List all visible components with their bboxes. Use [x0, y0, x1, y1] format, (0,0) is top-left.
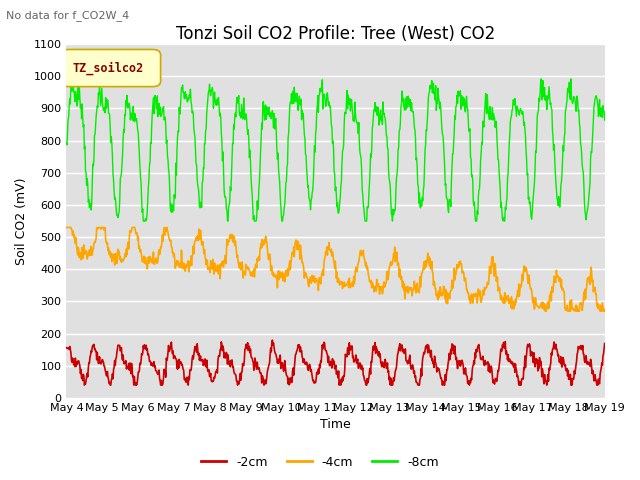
Legend: -2cm, -4cm, -8cm: -2cm, -4cm, -8cm — [196, 451, 444, 474]
FancyBboxPatch shape — [61, 49, 161, 86]
X-axis label: Time: Time — [320, 419, 351, 432]
Title: Tonzi Soil CO2 Profile: Tree (West) CO2: Tonzi Soil CO2 Profile: Tree (West) CO2 — [176, 24, 495, 43]
Text: TZ_soilco2: TZ_soilco2 — [73, 61, 144, 75]
Y-axis label: Soil CO2 (mV): Soil CO2 (mV) — [15, 177, 28, 265]
Text: No data for f_CO2W_4: No data for f_CO2W_4 — [6, 10, 130, 21]
